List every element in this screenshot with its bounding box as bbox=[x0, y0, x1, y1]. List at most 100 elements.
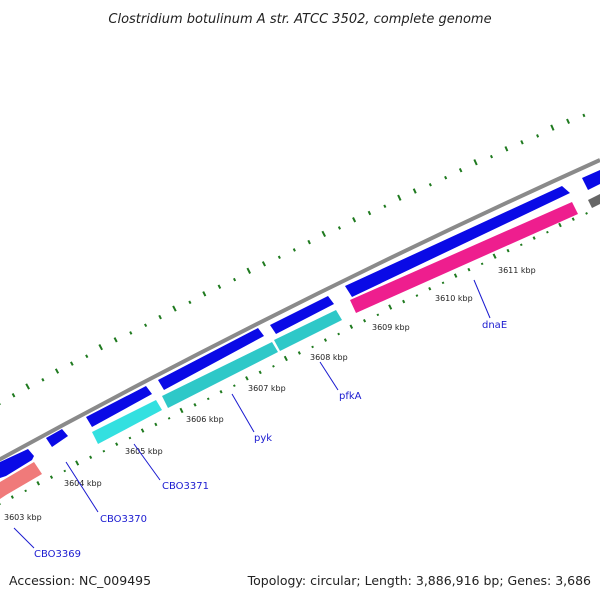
gc-dash bbox=[10, 495, 14, 499]
gene-label[interactable]: pfkA bbox=[339, 391, 362, 402]
reverse-cds bbox=[92, 400, 162, 444]
leader-line bbox=[231, 393, 255, 433]
gc-dash bbox=[283, 355, 288, 362]
tick-label: 3605 kbp bbox=[125, 447, 163, 456]
gc-dash bbox=[402, 299, 406, 304]
topology-text: Topology: circular; Length: 3,886,916 bp… bbox=[247, 573, 591, 588]
gc-dash bbox=[506, 248, 510, 253]
tick-label: 3608 kbp bbox=[310, 353, 348, 362]
tick-label: 3609 kbp bbox=[372, 323, 410, 332]
gene-labels: CBO3369 CBO3370 CBO3371 pyk pfkA dnaE bbox=[34, 320, 507, 560]
reverse-cds bbox=[0, 462, 42, 499]
gc-dash bbox=[49, 475, 54, 479]
gc-dash bbox=[25, 383, 30, 390]
gc-dash bbox=[453, 273, 458, 278]
gc-dash bbox=[206, 397, 210, 401]
gc-dash bbox=[352, 217, 357, 223]
gc-dash bbox=[102, 449, 106, 453]
gc-dash bbox=[550, 124, 555, 131]
gc-dash bbox=[337, 332, 340, 336]
gc-dash bbox=[179, 407, 184, 414]
tick-label: 3606 kbp bbox=[186, 415, 224, 424]
gc-dash bbox=[428, 286, 432, 291]
gene-label[interactable]: CBO3371 bbox=[162, 481, 209, 492]
gc-dash bbox=[383, 204, 387, 209]
reverse-cds bbox=[162, 342, 278, 408]
gc-dash bbox=[492, 253, 497, 259]
tick-label: 3610 kbp bbox=[435, 294, 473, 303]
leader-line bbox=[133, 443, 161, 481]
gc-dash bbox=[258, 370, 262, 375]
gc-dash bbox=[415, 294, 419, 297]
gc-dash bbox=[504, 146, 509, 152]
gc-dash bbox=[144, 323, 148, 328]
gc-dash bbox=[480, 262, 484, 266]
gc-dash bbox=[219, 390, 223, 394]
gc-dash bbox=[546, 230, 549, 234]
forward-cds bbox=[270, 296, 334, 334]
gc-dash bbox=[188, 300, 192, 305]
gc-dash bbox=[323, 338, 328, 342]
gc-dash bbox=[63, 469, 67, 473]
gc-dash bbox=[272, 364, 275, 368]
gc-skew-outer-track bbox=[0, 113, 586, 405]
leader-line bbox=[65, 461, 99, 513]
gc-dash bbox=[41, 378, 45, 382]
tick-label: 3607 kbp bbox=[248, 384, 286, 393]
leader-line bbox=[319, 361, 339, 391]
gc-skew-inner-track bbox=[0, 212, 588, 505]
tick-label: 3603 kbp bbox=[4, 513, 42, 522]
gc-dash bbox=[321, 230, 326, 238]
gene-label[interactable]: CBO3370 bbox=[100, 514, 147, 525]
gc-dash bbox=[558, 222, 562, 228]
gc-dash bbox=[167, 417, 171, 420]
gc-dash bbox=[246, 267, 251, 274]
gene-label[interactable]: dnaE bbox=[482, 320, 507, 331]
gc-dash bbox=[307, 239, 311, 245]
forward-cds bbox=[86, 386, 152, 427]
gc-dash bbox=[232, 277, 237, 282]
gc-dash bbox=[98, 344, 103, 351]
leader-line bbox=[13, 527, 35, 549]
forward-strand-track bbox=[0, 170, 600, 478]
gc-dash bbox=[113, 337, 118, 343]
gc-dash bbox=[536, 134, 540, 138]
gc-dash bbox=[158, 314, 162, 320]
genome-backbone bbox=[0, 158, 600, 462]
reverse-strand-track bbox=[0, 202, 578, 499]
gc-dash bbox=[36, 481, 40, 486]
reverse-cds bbox=[274, 310, 342, 351]
gc-dash bbox=[428, 182, 432, 187]
gc-dash bbox=[297, 351, 301, 355]
forward-cds bbox=[582, 170, 600, 190]
gc-dash bbox=[11, 393, 16, 398]
gc-dash bbox=[261, 261, 266, 267]
gc-dash bbox=[467, 267, 471, 272]
tick-label: 3611 kbp bbox=[498, 266, 536, 275]
gc-dash bbox=[129, 331, 133, 335]
gc-dash bbox=[571, 217, 575, 221]
gene-leaders bbox=[13, 279, 491, 549]
gene-label[interactable]: CBO3369 bbox=[34, 549, 81, 560]
gc-dash bbox=[154, 422, 158, 427]
gc-dash bbox=[277, 255, 281, 260]
reverse-cds bbox=[350, 202, 578, 313]
gc-dash bbox=[193, 403, 197, 407]
gc-dash bbox=[349, 324, 354, 329]
gc-dash bbox=[489, 154, 494, 159]
gc-dash bbox=[233, 384, 236, 388]
gc-dash bbox=[292, 248, 296, 252]
accession-text: Accession: NC_009495 bbox=[9, 573, 151, 588]
gc-dash bbox=[566, 118, 571, 125]
gc-dash bbox=[367, 210, 372, 216]
gc-dash bbox=[24, 489, 27, 493]
gc-dash bbox=[444, 175, 448, 180]
gene-label[interactable]: pyk bbox=[254, 433, 272, 444]
gc-dash bbox=[362, 318, 367, 323]
gc-dash bbox=[75, 460, 80, 466]
leader-line bbox=[473, 279, 491, 319]
gc-dash bbox=[441, 281, 445, 285]
gc-dash bbox=[172, 305, 177, 312]
scale-track: 3603 kbp 3604 kbp 3605 kbp 3606 kbp 3607… bbox=[4, 266, 536, 522]
